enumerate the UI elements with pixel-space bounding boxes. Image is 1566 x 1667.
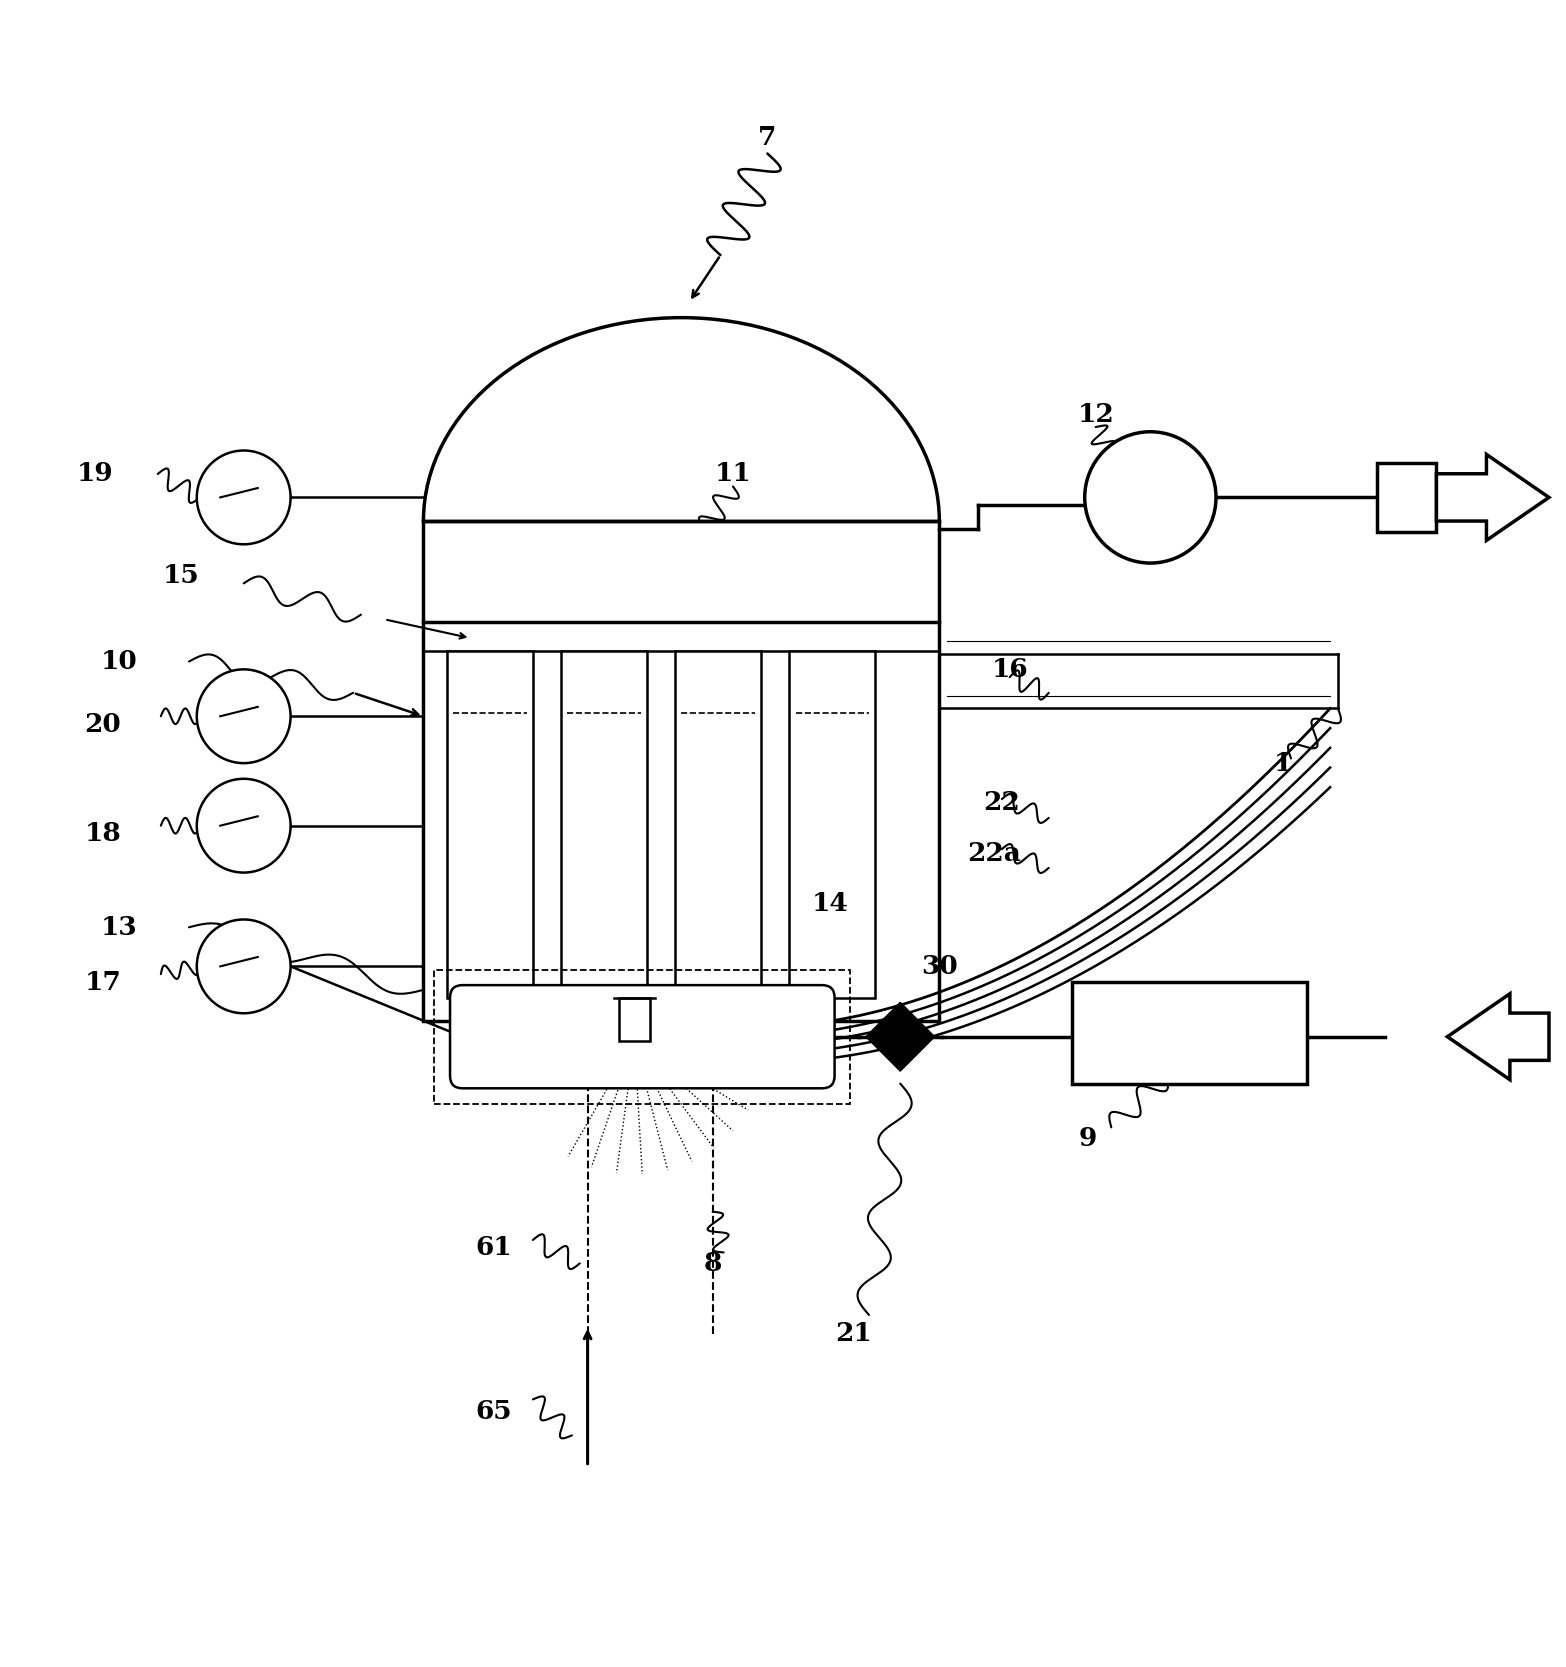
Text: 7: 7 [758, 125, 777, 150]
Bar [789, 650, 875, 997]
Text: 13: 13 [100, 915, 136, 940]
Text: 10: 10 [100, 648, 136, 673]
Circle shape [197, 920, 291, 1014]
Bar [434, 970, 850, 1104]
Polygon shape [1447, 994, 1549, 1080]
Text: 18: 18 [85, 822, 122, 845]
Text: 30: 30 [921, 954, 958, 979]
Text: 15: 15 [163, 563, 199, 588]
Text: 21: 21 [835, 1322, 872, 1347]
Text: 19: 19 [77, 462, 113, 487]
Bar [1073, 982, 1306, 1084]
Bar [561, 650, 647, 997]
Text: 11: 11 [714, 462, 752, 487]
Bar [619, 997, 650, 1042]
Text: 65: 65 [476, 1399, 512, 1424]
Text: 61: 61 [476, 1235, 512, 1260]
Circle shape [197, 450, 291, 545]
Text: 8: 8 [703, 1250, 722, 1275]
Bar [675, 650, 761, 997]
Text: 22a: 22a [968, 842, 1021, 867]
Text: 9: 9 [1079, 1125, 1096, 1150]
Text: 1: 1 [1275, 750, 1292, 775]
Circle shape [197, 670, 291, 763]
Text: 16: 16 [991, 657, 1027, 682]
Text: 17: 17 [85, 970, 122, 995]
Text: 20: 20 [85, 712, 122, 737]
Text: 22: 22 [983, 790, 1019, 815]
Bar [423, 520, 940, 1022]
Circle shape [197, 778, 291, 872]
Text: 14: 14 [811, 892, 849, 917]
Polygon shape [900, 1002, 935, 1072]
Circle shape [1085, 432, 1217, 563]
Bar [1377, 463, 1436, 532]
Bar [446, 650, 532, 997]
Text: 12: 12 [1077, 402, 1113, 427]
FancyBboxPatch shape [449, 985, 835, 1089]
Polygon shape [866, 1002, 900, 1072]
Polygon shape [1436, 455, 1549, 540]
